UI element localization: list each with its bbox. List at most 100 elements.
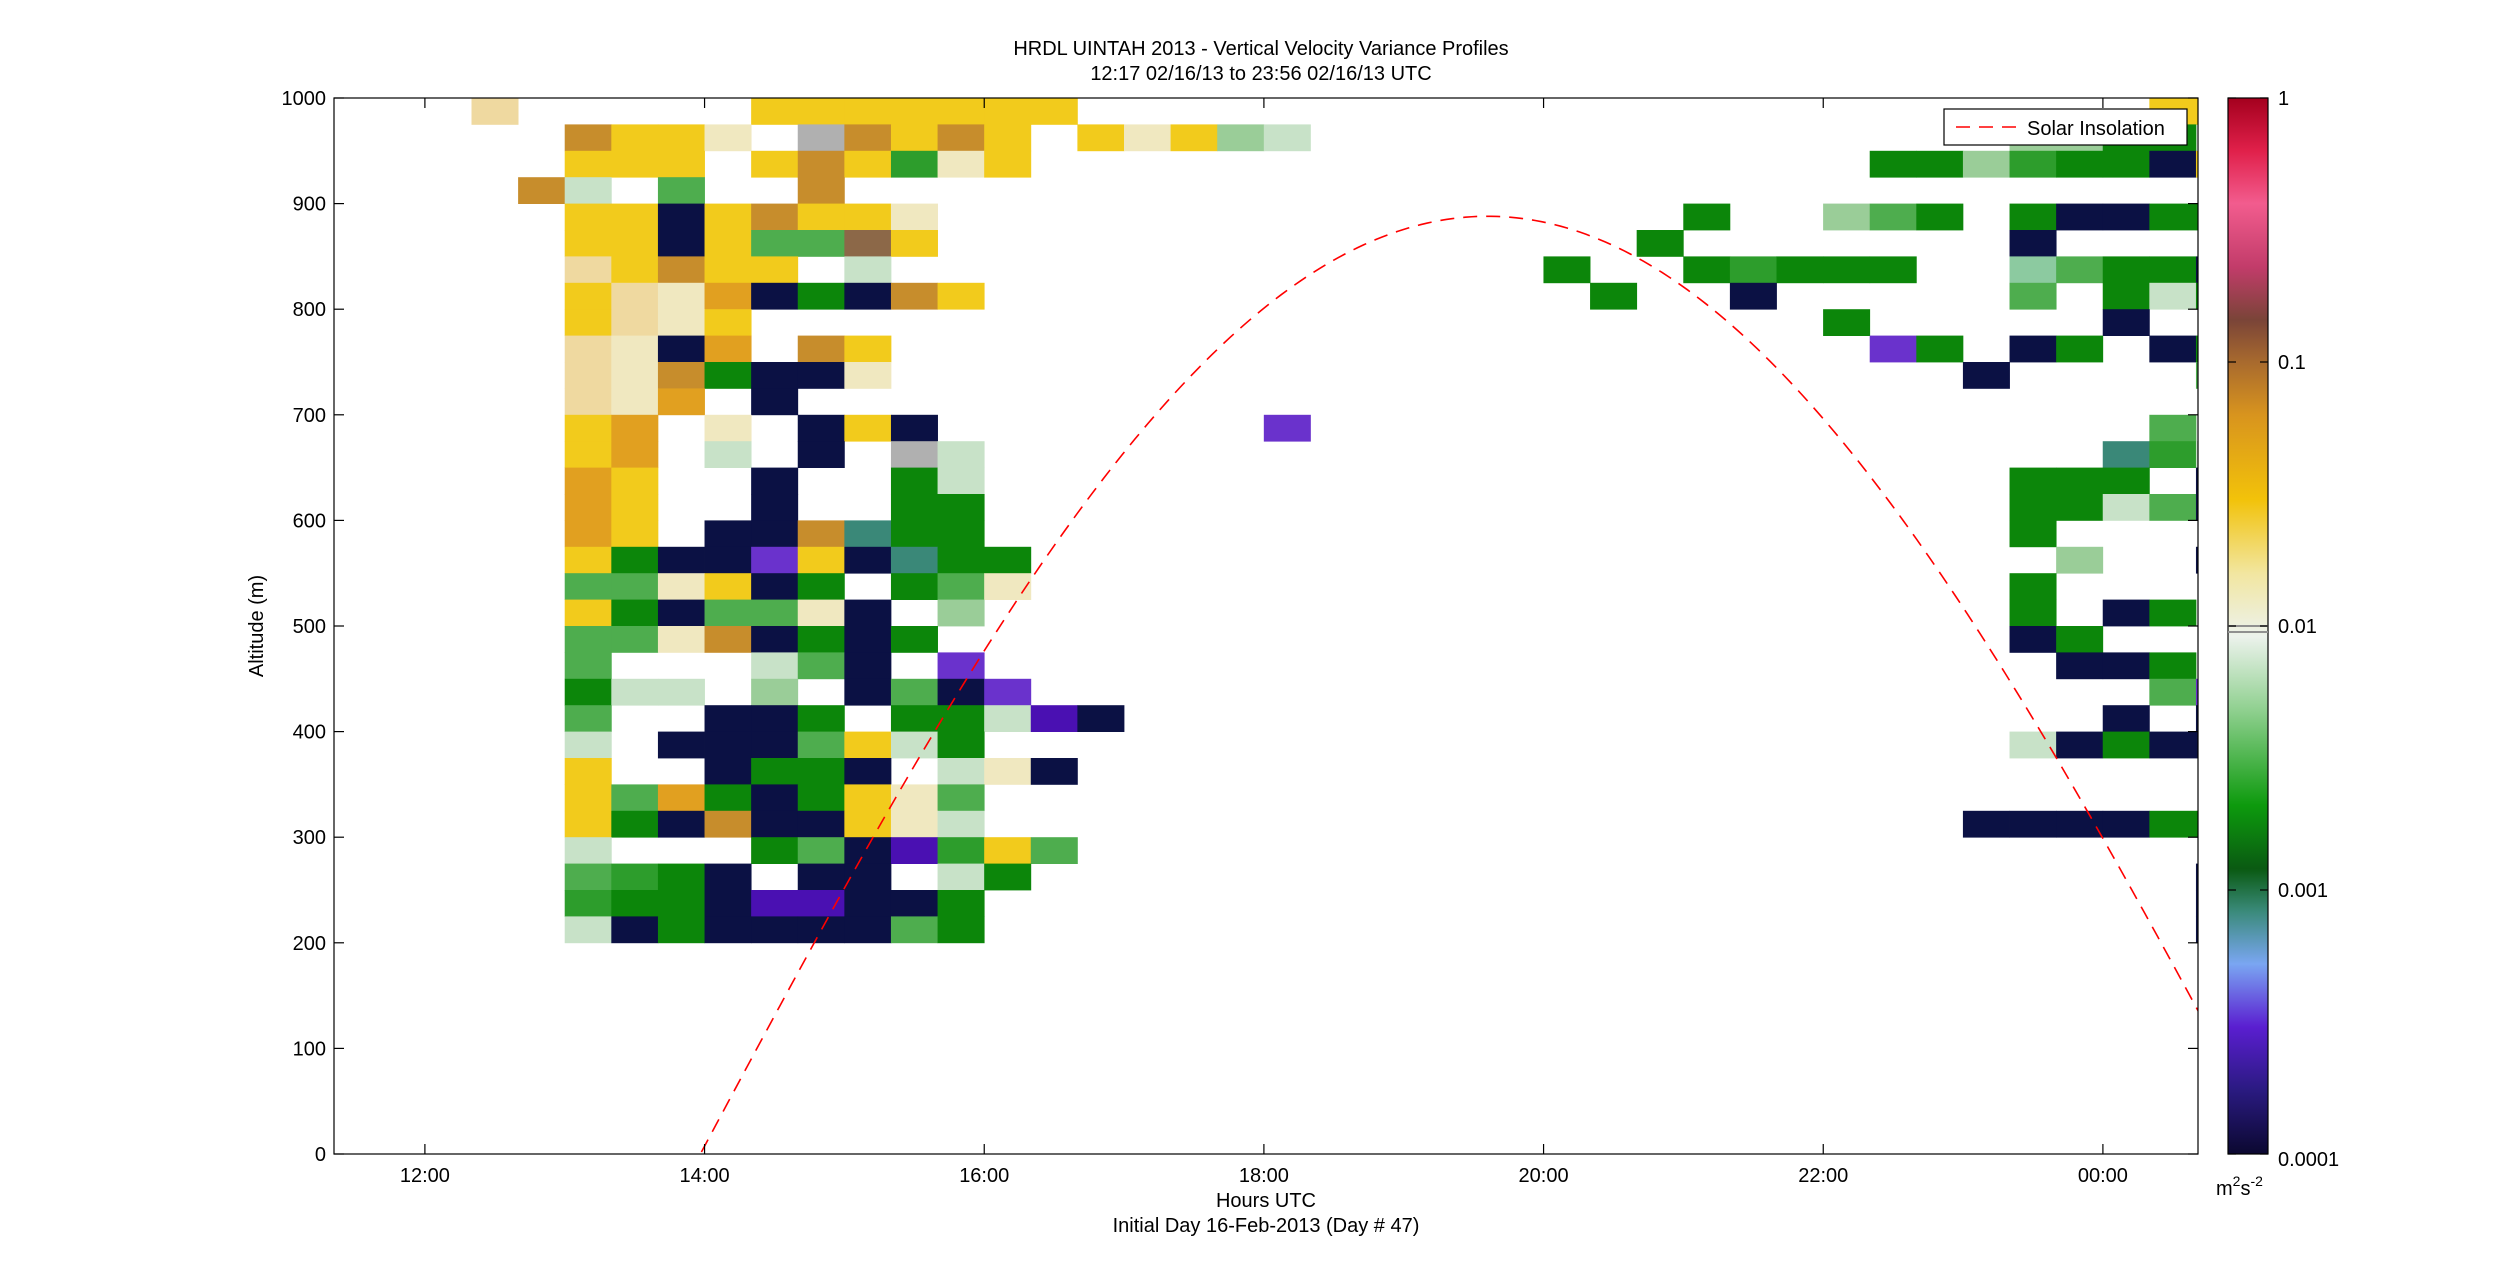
heatmap-cell [2336,916,2383,943]
heatmap-cell [937,837,985,864]
heatmap-cell [2476,494,2515,521]
heatmap-cell [2195,890,2198,917]
heatmap-cell [2476,890,2515,917]
heatmap-cell [2009,256,2057,284]
heatmap-cell [2195,810,2198,838]
heatmap-cell [890,414,938,442]
heatmap-cell [844,758,892,785]
heatmap-cell [937,890,985,917]
heatmap-cell [2056,150,2104,178]
heatmap-cell [844,916,892,944]
heatmap-cell [2056,335,2104,363]
heatmap-cell [2102,705,2150,732]
heatmap-cell [844,362,892,389]
heatmap-cell [751,203,799,231]
heatmap-cell [797,705,845,732]
heatmap-cell [704,705,752,732]
heatmap-cell [751,916,799,944]
heatmap-cell [890,626,938,653]
heatmap-cell [704,309,752,336]
heatmap-cell [984,837,1032,864]
heatmap-cell [2289,441,2336,468]
heatmap-cell [2336,626,2383,653]
heatmap-cell [2056,203,2104,231]
heatmap-cell [657,150,705,178]
heatmap-cell [1030,758,1078,785]
heatmap-cell [2289,732,2336,759]
heatmap-cell [2102,599,2150,627]
heatmap-cell [797,573,845,600]
heatmap-cell [1869,150,1917,178]
heatmap-cells [471,98,2515,944]
heatmap-cell [611,388,659,416]
heatmap-cell [751,282,799,310]
colorbar-ticks: 0.0001 0.001 0.01 0.1 1 [2228,88,2339,1171]
heatmap-cell [2195,546,2198,574]
y-tick-label: 600 [293,510,326,532]
heatmap-cell [984,98,1032,125]
heatmap-cell [564,678,612,706]
heatmap-cell [937,282,985,310]
heatmap-cell [611,256,659,284]
heatmap-cell [890,441,938,468]
heatmap-cell [611,124,659,152]
heatmap-cell [611,309,659,336]
heatmap-cell [657,335,705,363]
heatmap-cell [2429,441,2476,468]
heatmap-cell [751,573,799,600]
heatmap-cell [890,678,938,706]
heatmap-cell [564,626,612,653]
heatmap-cell [2476,415,2515,442]
heatmap-cell [984,546,1032,574]
heatmap-cell [2009,282,2057,310]
y-tick-label: 500 [293,616,326,638]
x-tick-label: 14:00 [680,1165,730,1187]
heatmap-cell [2149,599,2197,627]
heatmap-cell [657,362,705,389]
x-tick-label: 00:00 [2078,1165,2128,1187]
heatmap-cell [611,626,659,653]
colorbar-unit-base: m [2216,1178,2233,1200]
heatmap-cell [611,230,659,257]
heatmap-cell [657,177,705,204]
heatmap-cell [2009,520,2057,548]
heatmap-cell [984,678,1032,706]
heatmap-cell [890,98,938,125]
heatmap-cell [2195,256,2198,284]
heatmap-cell [2102,150,2150,178]
heatmap-cell [2429,336,2476,363]
heatmap-cell [564,177,612,204]
heatmap-cell [2476,468,2515,495]
heatmap-cell [937,150,985,178]
heatmap-cell [2476,732,2515,759]
heatmap-cell [2476,652,2515,679]
heatmap-cell [797,282,845,310]
heatmap-cell [2289,204,2336,231]
heatmap-cell [564,230,612,257]
heatmap-cell [704,441,752,468]
heatmap-cell [844,784,892,812]
heatmap-cell [1823,203,1871,231]
heatmap-cell [564,520,612,548]
heatmap-cell [657,546,705,574]
heatmap-cell [937,758,985,785]
heatmap-cell [890,494,938,521]
heatmap-cell [611,414,659,442]
heatmap-cell [797,810,845,838]
heatmap-cell [2102,467,2150,495]
heatmap-cell [2009,731,2057,759]
heatmap-cell [657,230,705,257]
heatmap-cell [797,546,845,574]
heatmap-cell [2056,810,2104,838]
heatmap-cell [2429,837,2476,864]
heatmap-cell [844,98,892,125]
heatmap-cell [797,863,845,891]
heatmap-cell [1030,705,1078,732]
heatmap-cell [751,758,799,785]
heatmap-cell [797,916,845,944]
heatmap-cell [2149,441,2197,468]
heatmap-cell [751,467,799,495]
heatmap-cell [2195,467,2198,495]
heatmap-cell [704,124,752,152]
heatmap-cell [2336,494,2383,521]
